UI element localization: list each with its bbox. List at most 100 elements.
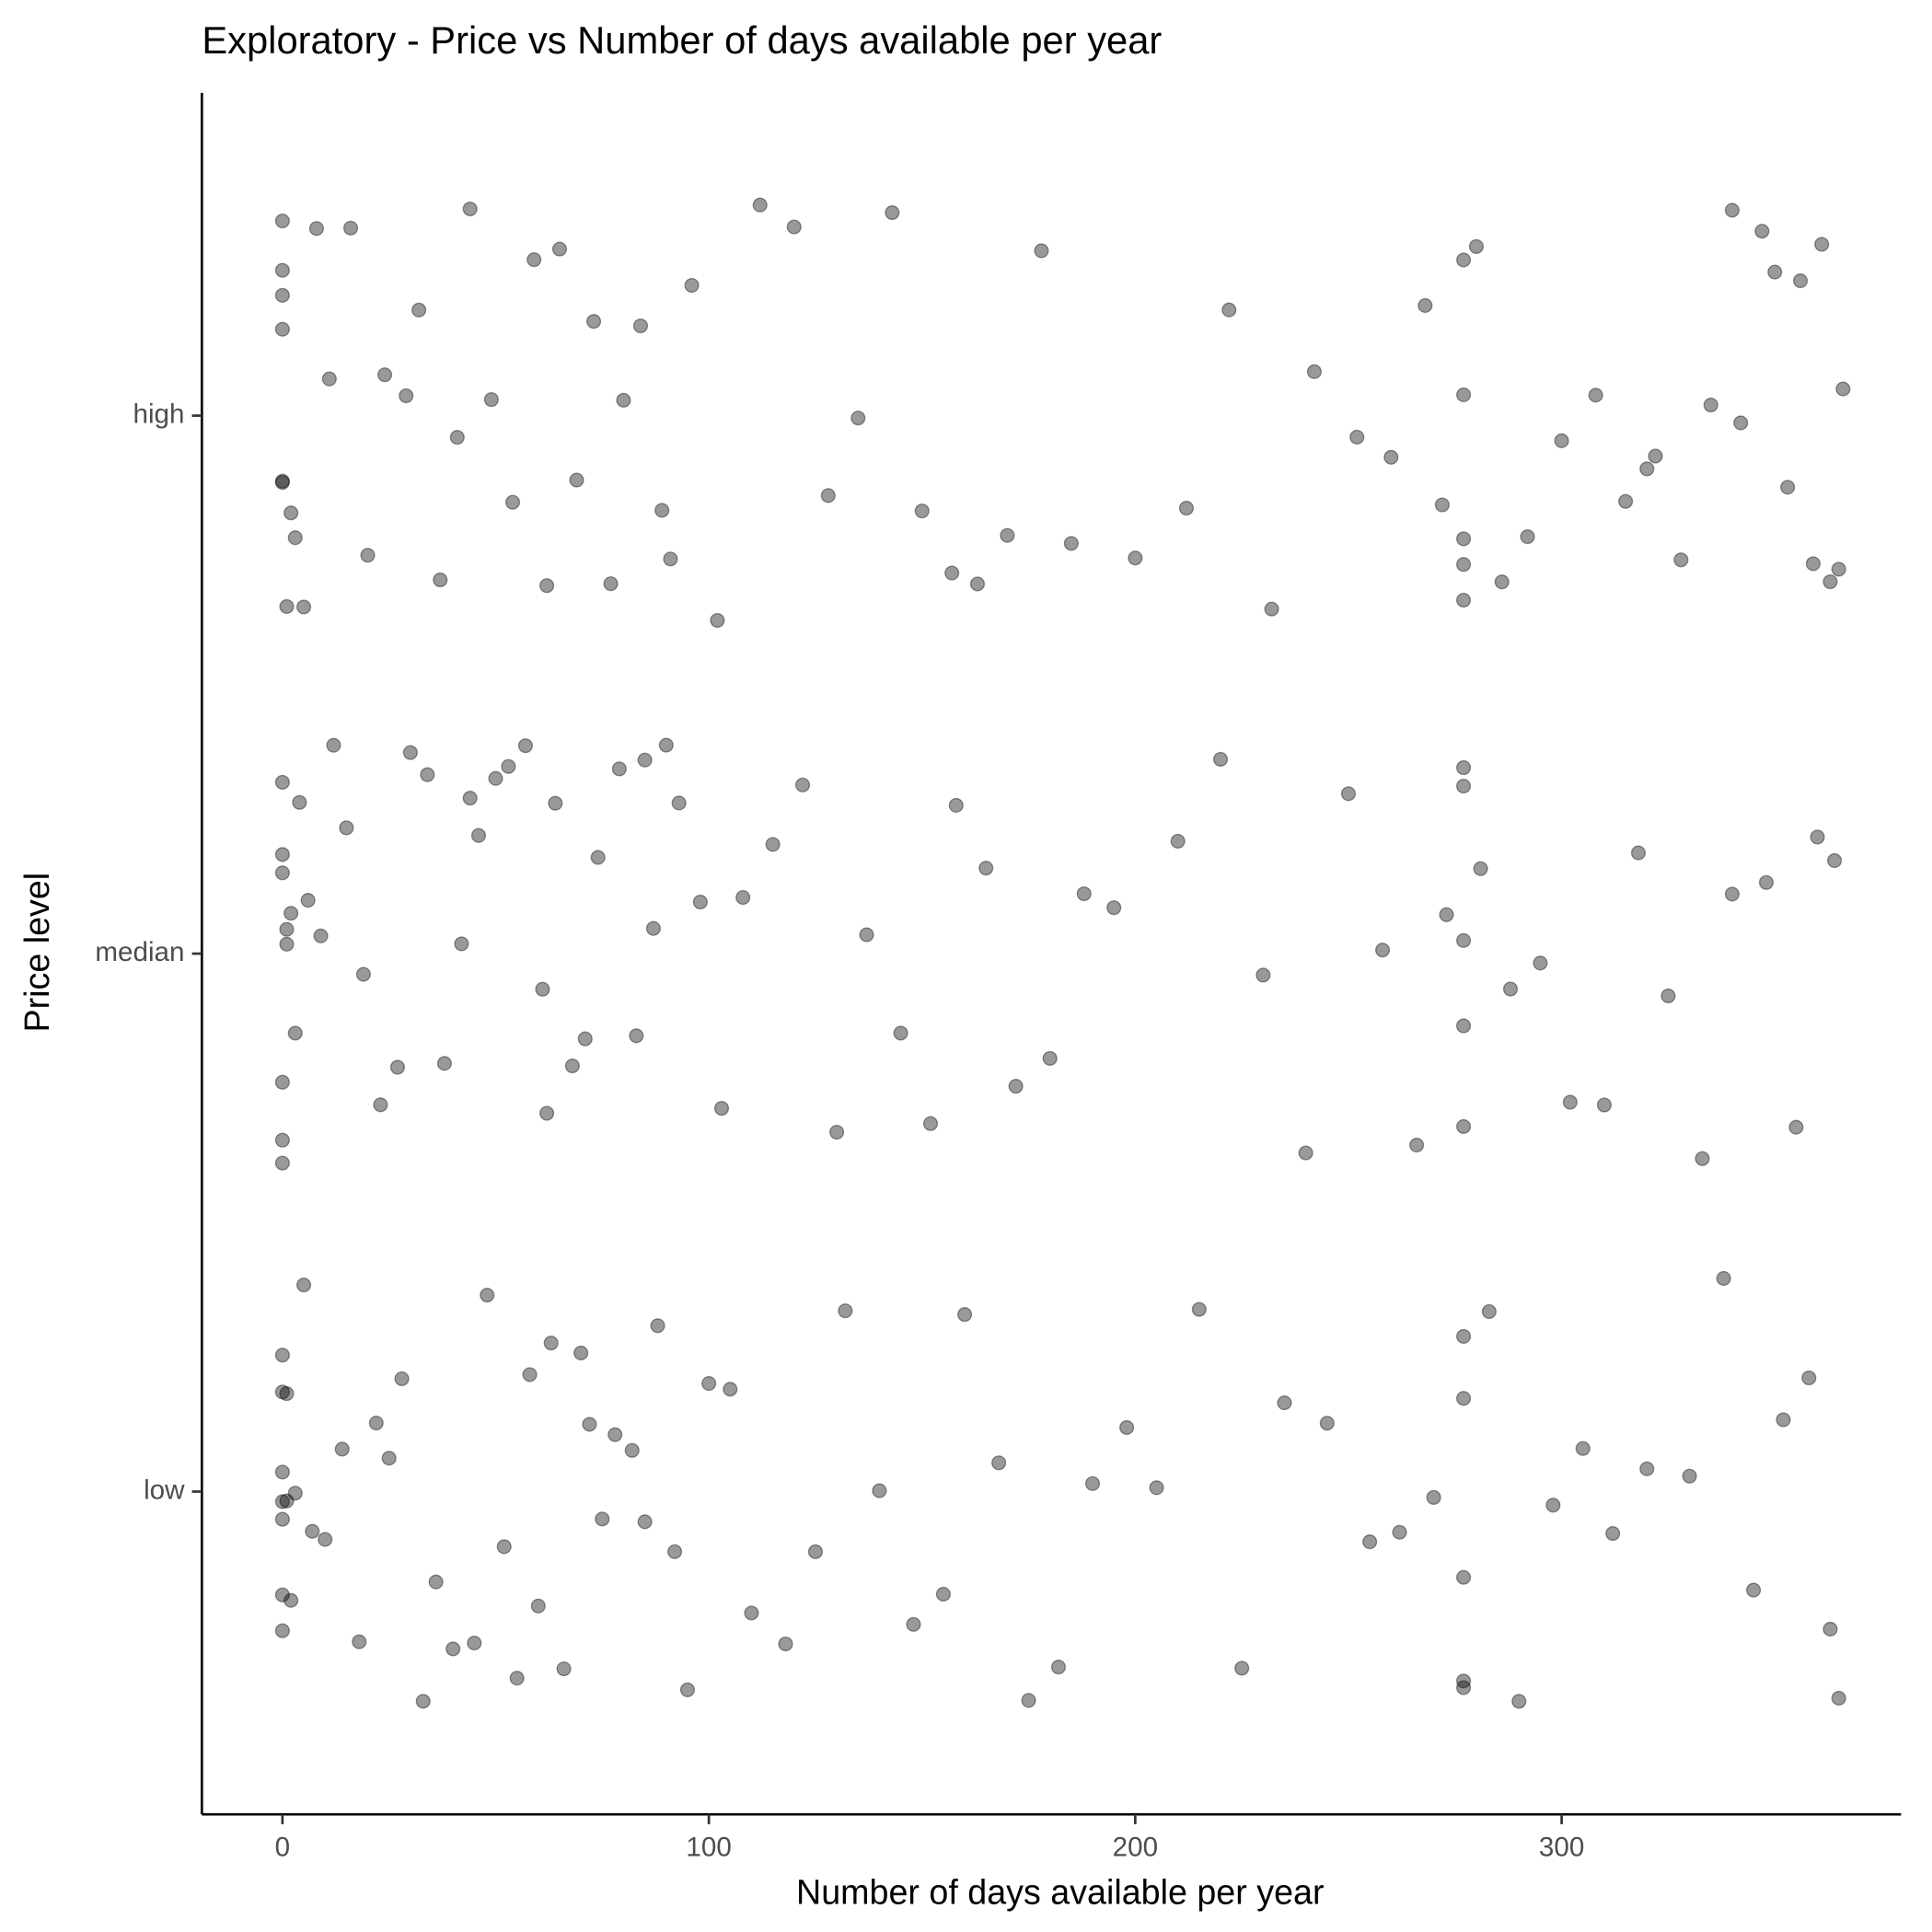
- point: [548, 795, 563, 811]
- point: [1801, 1370, 1817, 1386]
- point: [1255, 967, 1271, 983]
- point: [1455, 1118, 1472, 1134]
- point: [611, 761, 627, 777]
- point: [295, 1277, 312, 1293]
- point: [274, 1464, 290, 1480]
- point: [355, 966, 371, 982]
- point: [829, 1124, 845, 1140]
- point: [517, 738, 533, 754]
- point: [295, 599, 312, 615]
- point: [496, 1539, 512, 1555]
- point: [1639, 1461, 1655, 1476]
- point: [1455, 557, 1472, 573]
- point: [1455, 1680, 1472, 1695]
- point: [573, 1345, 589, 1361]
- point: [1827, 852, 1843, 869]
- point: [1520, 528, 1535, 545]
- point: [650, 1318, 665, 1334]
- point: [368, 1415, 384, 1431]
- point: [339, 820, 354, 836]
- point: [645, 920, 661, 936]
- point: [402, 745, 418, 760]
- point: [1455, 531, 1472, 547]
- point: [1814, 237, 1830, 252]
- point: [1000, 527, 1015, 543]
- x-tick-label: 0: [275, 1833, 290, 1863]
- point: [786, 219, 802, 235]
- point: [1618, 493, 1634, 509]
- point: [671, 795, 687, 811]
- point: [445, 1641, 461, 1657]
- point: [305, 1523, 320, 1539]
- point: [483, 392, 499, 408]
- point: [274, 262, 290, 278]
- point: [1021, 1693, 1036, 1708]
- point: [607, 1427, 623, 1442]
- point: [1639, 461, 1655, 477]
- point: [1831, 561, 1846, 577]
- point: [462, 791, 478, 806]
- point: [969, 576, 986, 592]
- point: [1776, 1412, 1791, 1428]
- point: [1221, 302, 1237, 318]
- point: [279, 1386, 295, 1402]
- point: [287, 1486, 303, 1501]
- point: [321, 371, 337, 387]
- point: [274, 865, 290, 881]
- point: [1374, 943, 1391, 958]
- point: [1673, 552, 1689, 568]
- point: [326, 737, 341, 753]
- point: [535, 981, 550, 997]
- point: [1383, 449, 1399, 465]
- point: [1746, 1582, 1762, 1598]
- point: [399, 388, 414, 404]
- point: [1788, 1119, 1804, 1135]
- point: [765, 837, 781, 852]
- point: [838, 1303, 853, 1319]
- y-tick-label: high: [133, 399, 185, 429]
- point: [1392, 1524, 1407, 1540]
- point: [1455, 252, 1472, 268]
- point: [274, 1132, 290, 1148]
- point: [1455, 387, 1472, 403]
- point: [1234, 1660, 1250, 1676]
- point: [1724, 886, 1740, 902]
- point: [1264, 601, 1279, 617]
- chart-title: Exploratory - Price vs Number of days av…: [202, 18, 1162, 62]
- point: [1588, 388, 1603, 403]
- point: [1417, 297, 1433, 314]
- point: [352, 1634, 367, 1649]
- point: [539, 578, 555, 594]
- point: [274, 213, 290, 229]
- point: [300, 893, 316, 908]
- point: [914, 503, 930, 519]
- point: [735, 889, 751, 906]
- point: [701, 1375, 717, 1392]
- point: [637, 1514, 653, 1530]
- point: [411, 302, 427, 318]
- point: [274, 473, 290, 489]
- point: [820, 488, 836, 503]
- point: [1724, 202, 1740, 218]
- point: [1298, 1145, 1313, 1161]
- point: [1805, 556, 1822, 572]
- point: [595, 1511, 610, 1527]
- point: [1455, 1569, 1472, 1585]
- point: [658, 737, 674, 753]
- point: [467, 1635, 482, 1651]
- point: [1695, 1151, 1710, 1166]
- point: [373, 1097, 388, 1113]
- point: [872, 1483, 887, 1498]
- point: [616, 392, 631, 408]
- point: [637, 752, 653, 768]
- point: [539, 1105, 555, 1121]
- point: [713, 1101, 730, 1116]
- point: [292, 794, 307, 810]
- point: [850, 411, 866, 426]
- point: [922, 1116, 939, 1131]
- point: [1554, 433, 1569, 448]
- x-tick-label: 300: [1539, 1833, 1584, 1863]
- y-axis-label: Price level: [17, 873, 56, 1033]
- point: [1455, 1328, 1472, 1345]
